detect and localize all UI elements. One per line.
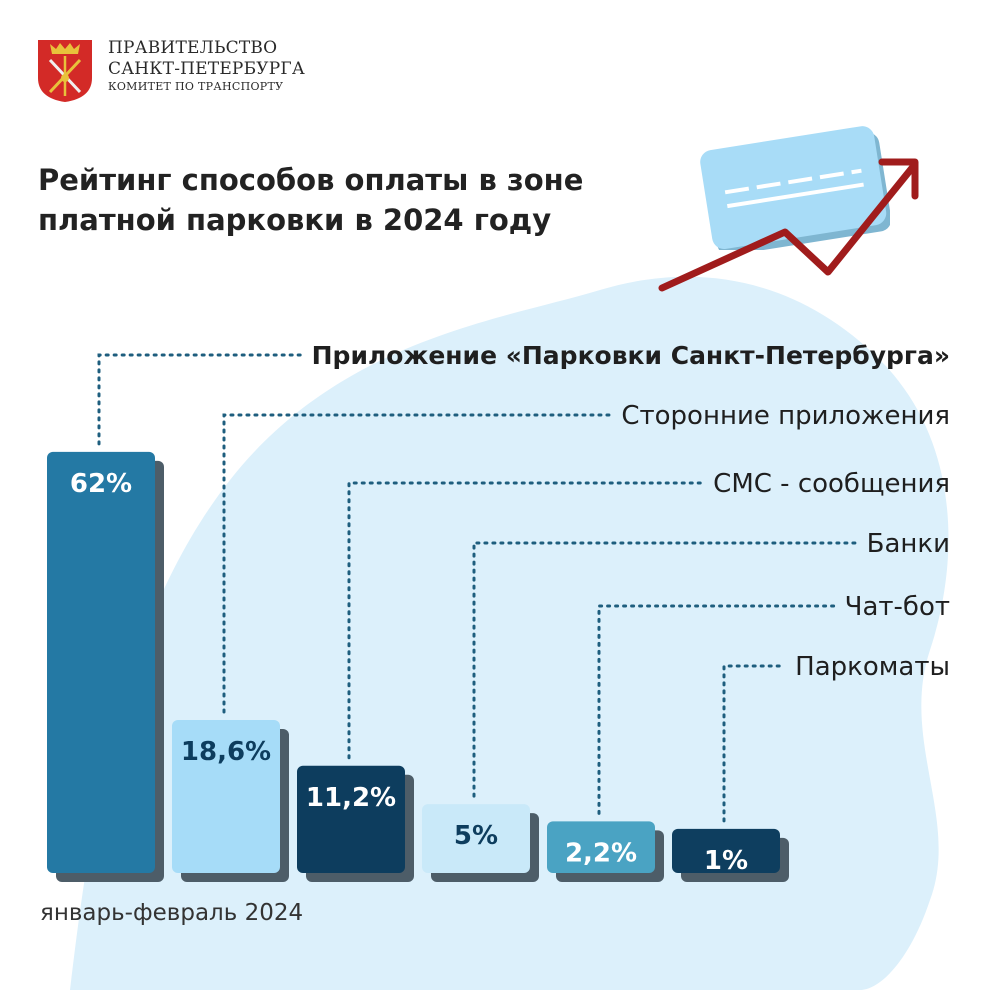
leader-line xyxy=(97,353,304,446)
org-line-3: КОМИТЕТ ПО ТРАНСПОРТУ xyxy=(108,80,284,94)
coat-of-arms-icon xyxy=(38,40,92,102)
leader-line xyxy=(222,413,613,714)
bar xyxy=(297,765,405,873)
bar-value-label: 11,2% xyxy=(306,783,396,813)
bar xyxy=(422,804,530,873)
leader-line xyxy=(347,481,705,760)
growth-arrow-icon xyxy=(658,158,919,292)
category-label: Чат-бот xyxy=(845,592,950,622)
bar-value-label: 1% xyxy=(704,846,748,876)
bar-value-label: 5% xyxy=(454,821,498,851)
leader-line xyxy=(722,664,787,823)
leader-line xyxy=(597,604,837,815)
category-label: Сторонние приложения xyxy=(621,401,950,431)
organization-name: ПРАВИТЕЛЬСТВО САНКТ-ПЕТЕРБУРГА КОМИТЕТ П… xyxy=(108,38,305,94)
bar xyxy=(547,821,655,873)
bar-value-label: 2,2% xyxy=(565,838,637,868)
org-line-1: ПРАВИТЕЛЬСТВО xyxy=(108,38,278,58)
category-label: СМС - сообщения xyxy=(713,469,950,499)
org-line-2: САНКТ-ПЕТЕРБУРГА xyxy=(108,58,305,79)
chart-title-line-1: Рейтинг способов оплаты в зоне xyxy=(38,163,584,197)
period-label: январь-февраль 2024 xyxy=(40,900,304,926)
bar xyxy=(172,720,280,873)
bar xyxy=(672,828,780,873)
chart-title: Рейтинг способов оплаты в зоне платной п… xyxy=(38,160,583,240)
card-icon xyxy=(700,126,890,250)
category-label: Банки xyxy=(867,529,950,559)
category-label: Паркоматы xyxy=(795,652,950,682)
chart-title-line-2: платной парковки в 2024 году xyxy=(38,203,552,237)
bar-value-label: 62% xyxy=(70,469,132,499)
category-label: Приложение «Парковки Санкт-Петербурга» xyxy=(312,341,950,370)
bar xyxy=(47,451,155,873)
bar-value-label: 18,6% xyxy=(181,737,271,767)
